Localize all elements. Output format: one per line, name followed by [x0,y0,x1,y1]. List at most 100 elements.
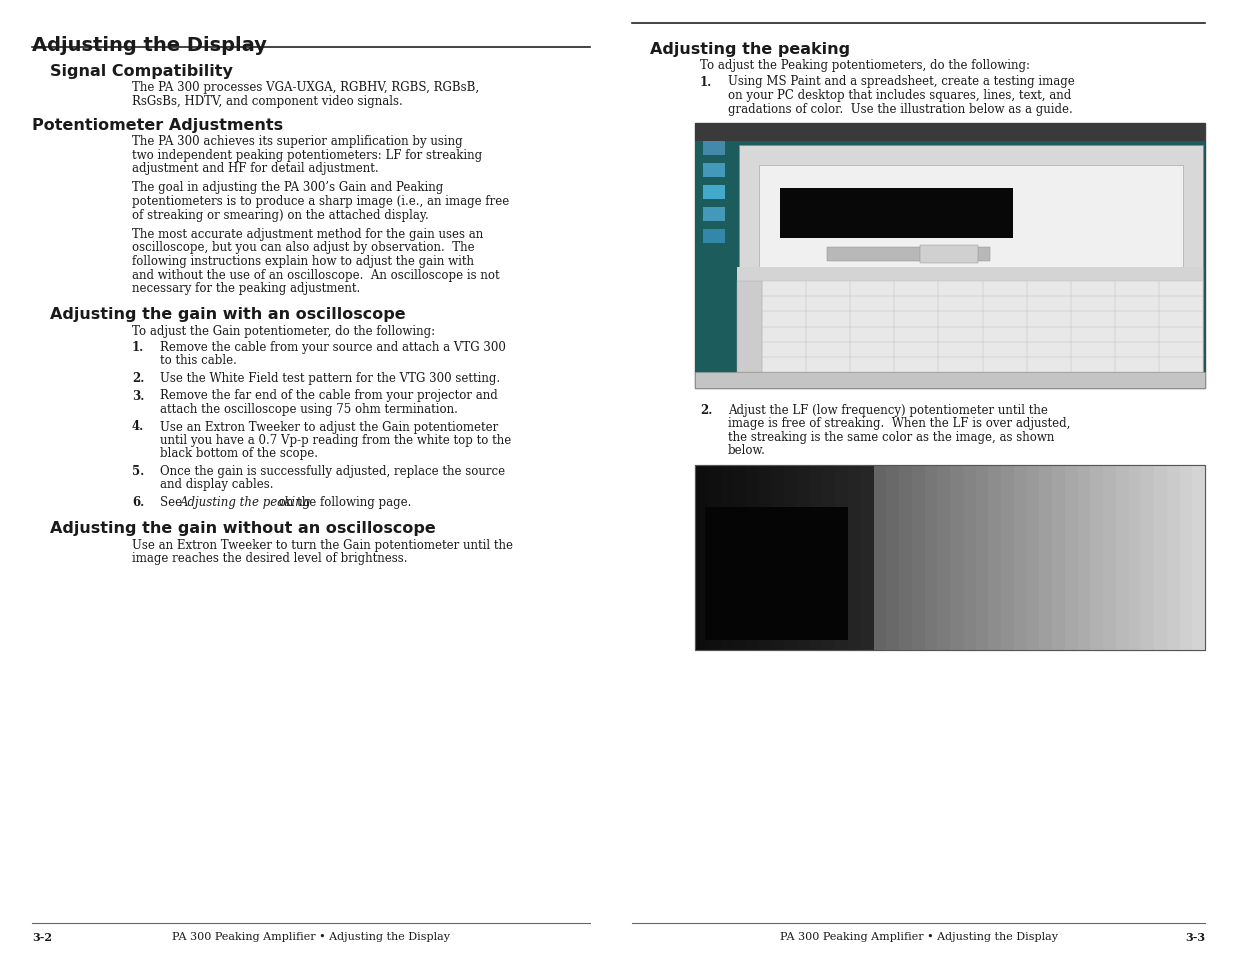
Bar [1002,465,1015,650]
Text: 2.: 2. [700,403,713,416]
Bar [925,465,939,650]
Text: 4.: 4. [132,420,144,433]
Bar [739,146,1203,289]
Text: following instructions explain how to adjust the gain with: following instructions explain how to ad… [132,254,474,268]
Bar [695,465,709,650]
Bar [835,465,848,650]
Text: Remove the cable from your source and attach a VTG 300: Remove the cable from your source and at… [161,340,506,354]
Bar [1052,465,1066,650]
Bar [781,189,1014,239]
Text: Using MS Paint and a spreadsheet, create a testing image: Using MS Paint and a spreadsheet, create… [727,75,1074,89]
Text: black bottom of the scope.: black bottom of the scope. [161,447,317,460]
Text: two independent peaking potentiometers: LF for streaking: two independent peaking potentiometers: … [132,149,482,161]
Bar [1167,465,1181,650]
Bar [950,465,963,650]
Bar [937,465,951,650]
Bar [988,465,1002,650]
Bar [703,208,725,222]
Text: Use an Extron Tweeker to turn the Gain potentiometer until the: Use an Extron Tweeker to turn the Gain p… [132,537,513,551]
Bar [1077,465,1092,650]
Text: 6.: 6. [132,496,144,509]
Text: on the following page.: on the following page. [275,496,411,509]
Bar [760,166,1183,278]
Text: Once the gain is successfully adjusted, replace the source: Once the gain is successfully adjusted, … [161,464,505,477]
Bar [1026,465,1040,650]
Bar [823,465,836,650]
Bar [695,465,1205,650]
Text: Adjusting the gain without an oscilloscope: Adjusting the gain without an oscillosco… [49,521,436,536]
Text: Adjusting the peaking: Adjusting the peaking [650,42,850,57]
Text: Use the White Field test pattern for the VTG 300 setting.: Use the White Field test pattern for the… [161,372,500,385]
Bar [963,465,977,650]
Text: To adjust the Peaking potentiometers, do the following:: To adjust the Peaking potentiometers, do… [700,59,1030,71]
Text: oscilloscope, but you can also adjust by observation.  The: oscilloscope, but you can also adjust by… [132,241,474,254]
Bar [737,282,762,373]
Text: See: See [161,496,186,509]
Bar [1091,465,1104,650]
Text: necessary for the peaking adjustment.: necessary for the peaking adjustment. [132,282,361,294]
Text: adjustment and HF for detail adjustment.: adjustment and HF for detail adjustment. [132,162,379,174]
Bar [695,124,1205,389]
Bar [1153,465,1168,650]
Bar [708,465,721,650]
Text: Adjusting the gain with an oscilloscope: Adjusting the gain with an oscilloscope [49,307,405,322]
Bar [810,465,824,650]
Text: the streaking is the same color as the image, as shown: the streaking is the same color as the i… [727,431,1055,443]
Text: attach the oscilloscope using 75 ohm termination.: attach the oscilloscope using 75 ohm ter… [161,402,458,416]
Text: 1.: 1. [700,75,713,89]
Text: gradations of color.  Use the illustration below as a guide.: gradations of color. Use the illustratio… [727,102,1073,115]
Text: Potentiometer Adjustments: Potentiometer Adjustments [32,118,283,132]
Bar [1115,465,1130,650]
Text: PA 300 Peaking Amplifier • Adjusting the Display: PA 300 Peaking Amplifier • Adjusting the… [172,931,450,941]
Bar [827,248,990,262]
Text: Adjusting the Display: Adjusting the Display [32,36,267,55]
Bar [703,142,725,156]
Bar [1192,465,1207,650]
Bar [887,465,900,650]
Text: RsGsBs, HDTV, and component video signals.: RsGsBs, HDTV, and component video signal… [132,94,403,108]
Bar [976,465,989,650]
Bar [784,465,798,650]
Bar [746,465,760,650]
Bar [703,164,725,178]
Bar [911,465,925,650]
Bar [1065,465,1078,650]
Text: PA 300 Peaking Amplifier • Adjusting the Display: PA 300 Peaking Amplifier • Adjusting the… [779,931,1057,941]
Bar [797,465,810,650]
Text: image is free of streaking.  When the LF is over adjusted,: image is free of streaking. When the LF … [727,417,1071,430]
Bar [1039,465,1053,650]
Text: and display cables.: and display cables. [161,478,273,491]
Text: 3-3: 3-3 [1184,931,1205,942]
Bar [1141,465,1155,650]
Text: image reaches the desired level of brightness.: image reaches the desired level of brigh… [132,552,408,564]
Bar [703,230,725,244]
Text: 5.: 5. [132,464,144,477]
Text: to this cable.: to this cable. [161,355,237,367]
Bar [1014,465,1028,650]
Text: on your PC desktop that includes squares, lines, text, and: on your PC desktop that includes squares… [727,89,1071,102]
Text: 1.: 1. [132,340,144,354]
Bar [695,142,737,373]
Text: The goal in adjusting the PA 300’s Gain and Peaking: The goal in adjusting the PA 300’s Gain … [132,181,443,194]
Bar [720,465,735,650]
Text: Adjusting the peaking: Adjusting the peaking [180,496,311,509]
Bar [899,465,913,650]
Text: 3-2: 3-2 [32,931,52,942]
Text: potentiometers is to produce a sharp image (i.e., an image free: potentiometers is to produce a sharp ima… [132,194,509,208]
Text: The most accurate adjustment method for the gain uses an: The most accurate adjustment method for … [132,228,483,241]
Text: below.: below. [727,444,766,457]
Text: and without the use of an oscilloscope.  An oscilloscope is not: and without the use of an oscilloscope. … [132,268,500,281]
Bar [705,507,847,640]
Bar [848,465,862,650]
Text: To adjust the Gain potentiometer, do the following:: To adjust the Gain potentiometer, do the… [132,324,435,337]
Bar [737,268,1203,282]
Bar [758,465,773,650]
Bar [772,465,785,650]
Text: 3.: 3. [132,389,144,402]
Text: The PA 300 achieves its superior amplification by using: The PA 300 achieves its superior amplifi… [132,135,463,148]
Text: Adjust the LF (low frequency) potentiometer until the: Adjust the LF (low frequency) potentiome… [727,403,1047,416]
Bar [734,465,747,650]
Text: The PA 300 processes VGA-UXGA, RGBHV, RGBS, RGBsB,: The PA 300 processes VGA-UXGA, RGBHV, RG… [132,81,479,94]
Bar [737,268,1203,373]
Bar [1103,465,1116,650]
